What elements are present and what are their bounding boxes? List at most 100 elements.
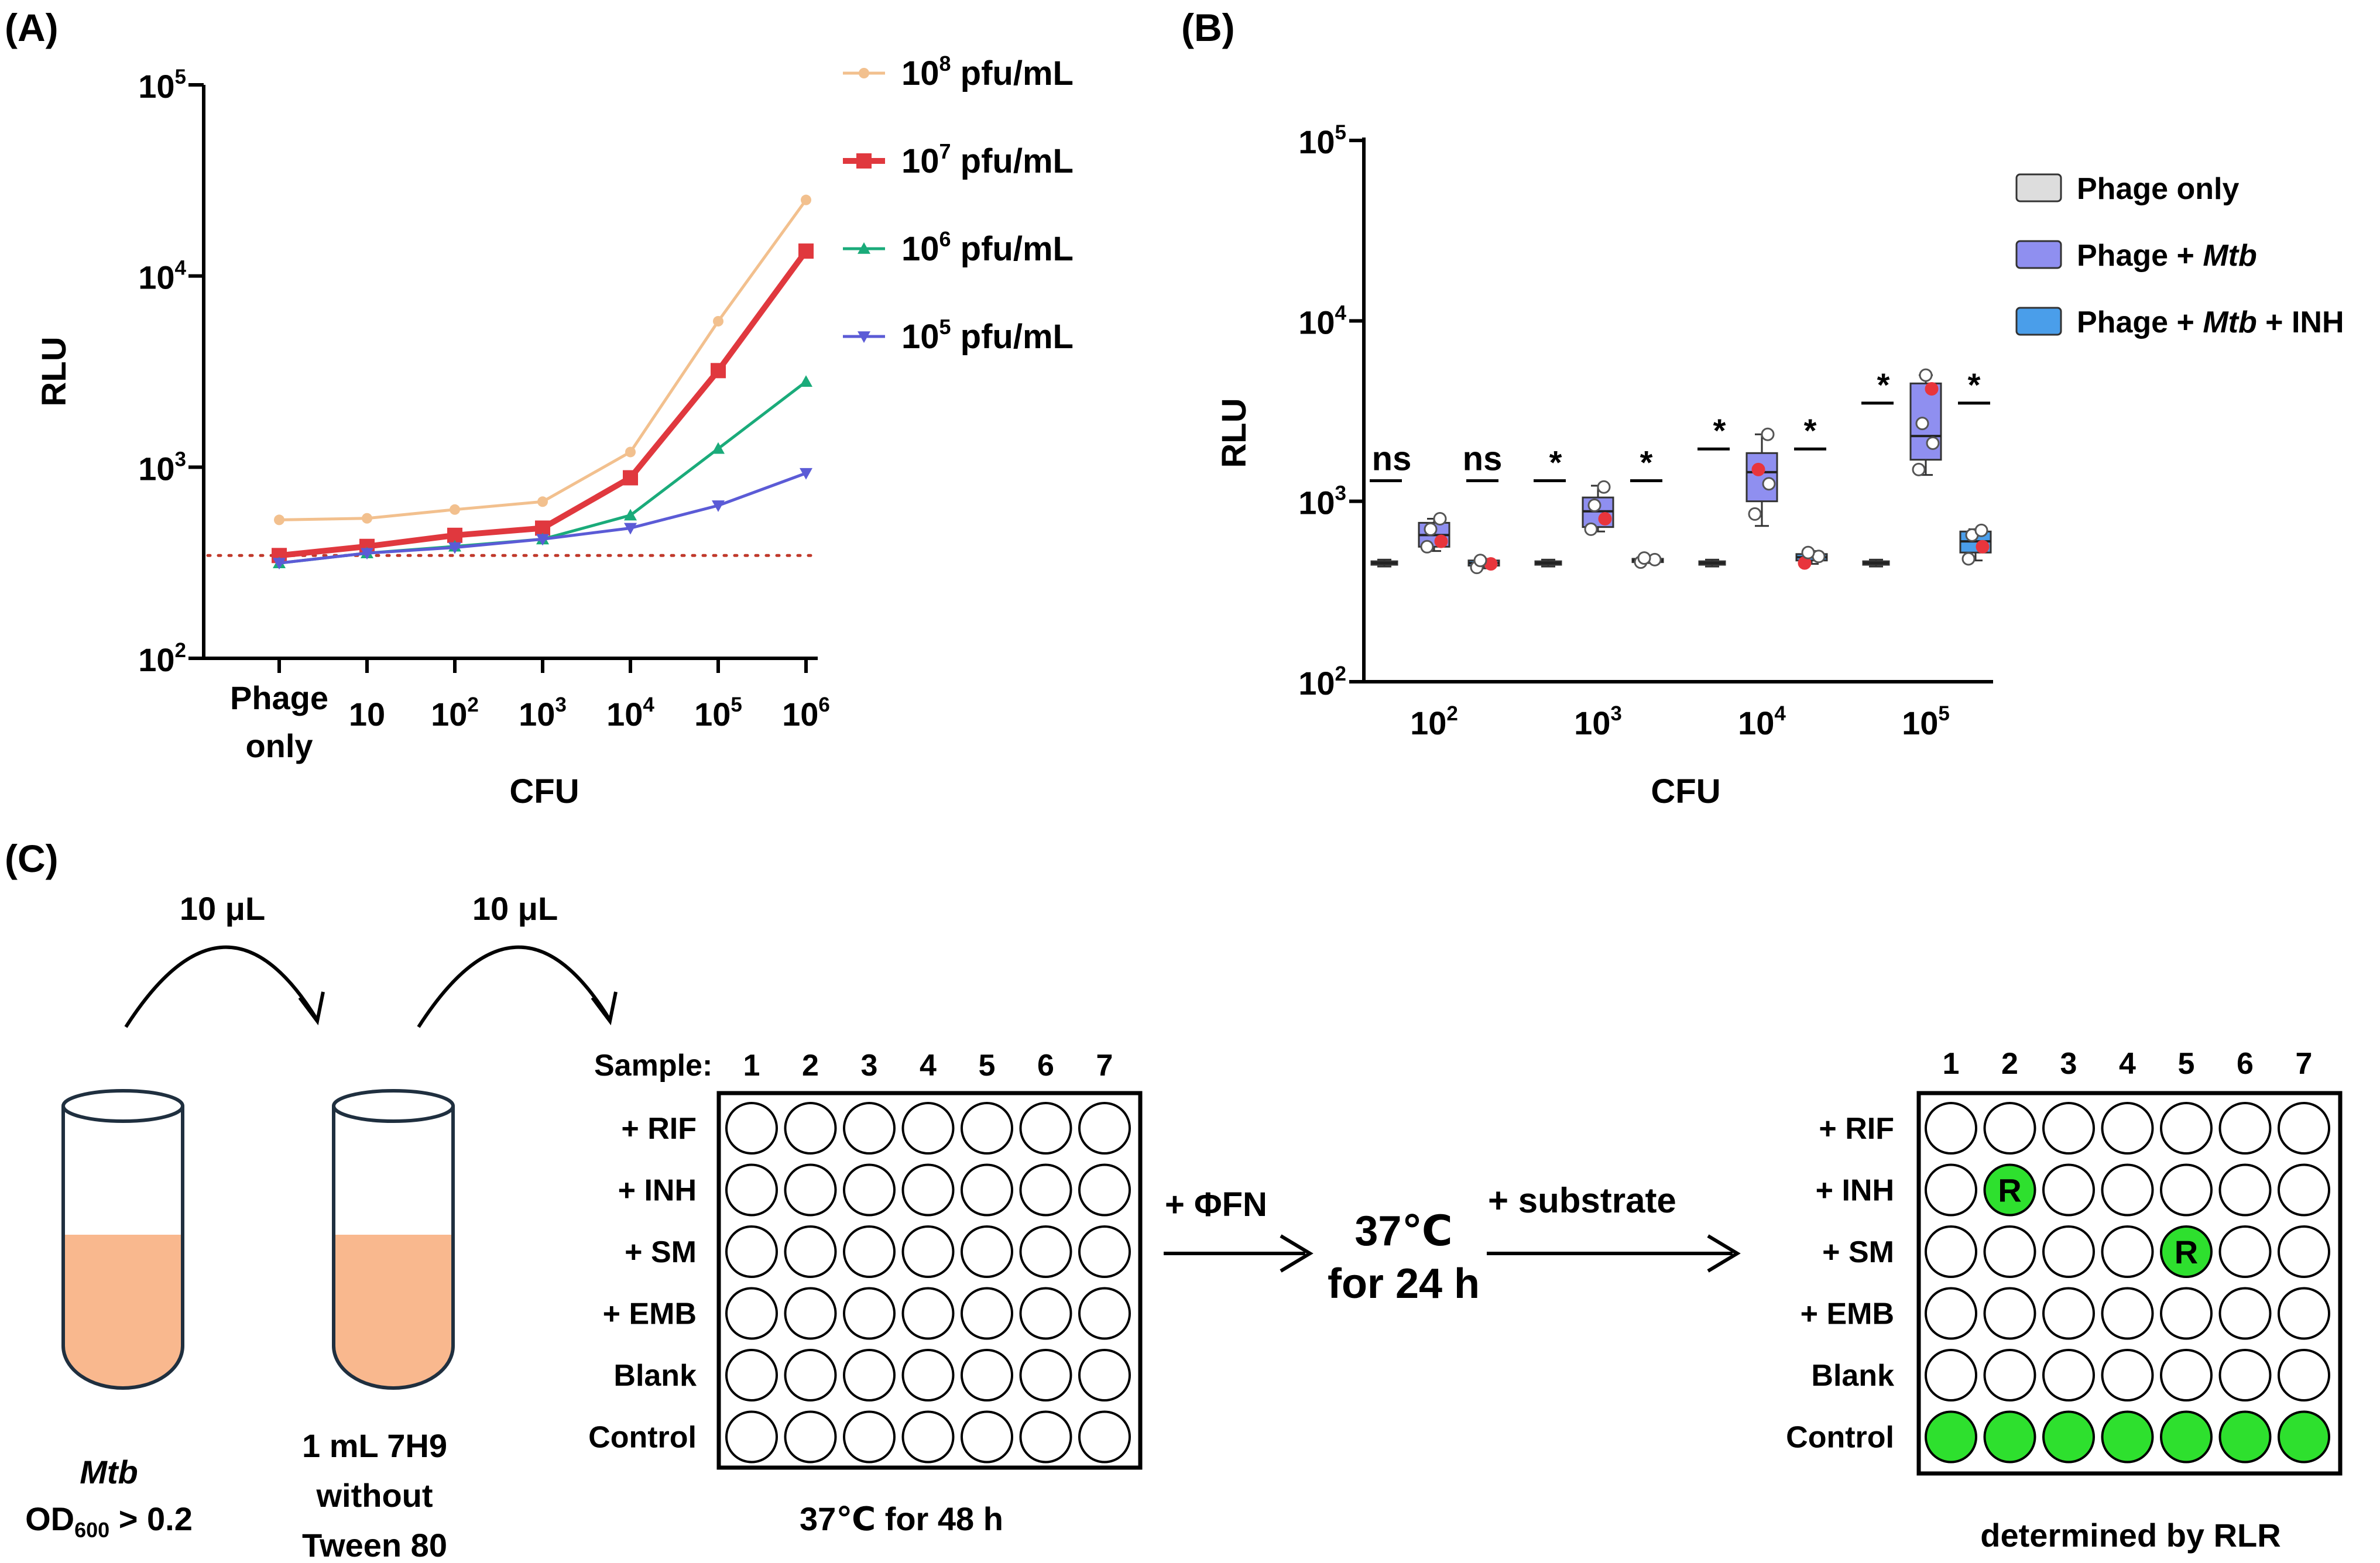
panel-b-significance-label: * bbox=[1549, 444, 1562, 481]
panel-a-y-tick-label: 103 bbox=[138, 448, 186, 487]
tube-1-liquid bbox=[63, 1235, 183, 1388]
panel-a-x-tick-label-base: 10 bbox=[349, 696, 385, 733]
plate-well bbox=[2160, 1163, 2213, 1217]
plate-well bbox=[2101, 1349, 2154, 1401]
panel-c-diagram: 10 μL 10 μL Mtb OD600 > 0.2 1 mL 7H9 wit… bbox=[25, 890, 2343, 1563]
panel-a-x-tick-label: 10 bbox=[349, 696, 385, 733]
incubation-duration: for 24 h bbox=[1328, 1260, 1480, 1307]
panel-a-legend-exp: 7 bbox=[939, 139, 951, 163]
plate-well bbox=[961, 1102, 1013, 1155]
panel-b-data-point bbox=[1912, 462, 1926, 476]
panel-b-significance-label: ns bbox=[1372, 440, 1412, 478]
panel-b-legend-text: Mtb bbox=[2203, 239, 2256, 273]
panel-b-x-tick-label-exp: 4 bbox=[1774, 702, 1786, 725]
panel-b-significance-label: * bbox=[1877, 366, 1890, 403]
panel-a-legend-space bbox=[951, 230, 961, 268]
panel-a-data-point bbox=[623, 470, 638, 486]
panel-a-data-point bbox=[537, 496, 548, 507]
plate-well bbox=[2042, 1410, 2095, 1464]
panel-a-x-tick-label: only bbox=[245, 727, 313, 764]
plate-well bbox=[843, 1225, 896, 1278]
plate-row-label: + EMB bbox=[1801, 1297, 1894, 1331]
plate-column-label: 1 bbox=[743, 1049, 760, 1083]
panel-b-legend-swatch bbox=[2015, 240, 2062, 269]
panel-a-x-tick-label-exp: 6 bbox=[818, 693, 829, 716]
tube-1-od-threshold: > 0.2 bbox=[109, 1500, 193, 1537]
panel-a-x-tick-label-exp: 2 bbox=[467, 693, 478, 716]
panel-b-legend-text: Phage + bbox=[2077, 239, 2203, 273]
panel-a-legend-unit: pfu/mL bbox=[961, 142, 1074, 180]
panel-b-legend-text: + INH bbox=[2257, 305, 2344, 339]
panel-a-legend-unit: pfu/mL bbox=[961, 54, 1074, 92]
panel-b-x-tick-label: 104 bbox=[1738, 702, 1786, 741]
panel-b-data-point bbox=[1748, 507, 1762, 521]
panel-b-significance-label: ns bbox=[1463, 440, 1503, 478]
panel-b-legend-text: Mtb bbox=[2203, 305, 2256, 339]
panel-a-data-point bbox=[712, 442, 725, 454]
plate-well bbox=[843, 1349, 896, 1401]
plate-well bbox=[2278, 1287, 2330, 1340]
panel-a-legend-exp: 8 bbox=[939, 51, 951, 75]
plate-well bbox=[725, 1410, 778, 1464]
plate-well bbox=[901, 1225, 955, 1278]
panel-c-label: (C) bbox=[5, 837, 59, 880]
plate-well bbox=[2218, 1349, 2272, 1401]
tube-2-liquid bbox=[334, 1235, 453, 1388]
panel-a-legend-space bbox=[951, 54, 961, 92]
panel-a-x-tick-label: 106 bbox=[782, 693, 830, 733]
plate-well bbox=[2101, 1287, 2154, 1340]
panel-b-legend-swatch bbox=[2015, 173, 2062, 202]
plate-2-frame bbox=[1916, 1091, 2343, 1476]
resistant-well-label: R bbox=[1998, 1172, 2021, 1209]
panel-a-data-point bbox=[450, 504, 460, 515]
panel-b-x-tick-label-exp: 2 bbox=[1446, 702, 1458, 725]
plate-well bbox=[1078, 1225, 1131, 1278]
plate-well bbox=[2101, 1163, 2154, 1217]
panel-a-data-point bbox=[361, 548, 373, 560]
panel-a-x-label: CFU bbox=[509, 772, 579, 810]
plate-well bbox=[784, 1287, 837, 1340]
plate-column-label: 7 bbox=[1096, 1049, 1113, 1083]
panel-b-y-tick-label-exp: 4 bbox=[1335, 301, 1347, 324]
panel-a-legend-label: 108 pfu/mL bbox=[901, 51, 1074, 92]
plate-1-caption: 37℃ for 48 h bbox=[800, 1500, 1003, 1537]
panel-a-data-point bbox=[273, 558, 286, 570]
plate-well bbox=[1983, 1225, 2036, 1278]
panel-a-x-tick-label-exp: 3 bbox=[555, 693, 566, 716]
panel-b-data-point bbox=[1751, 462, 1765, 476]
panel-a-data-point bbox=[624, 509, 637, 521]
plate-column-label: 4 bbox=[2119, 1047, 2136, 1081]
panel-a-y-tick-label-base: 10 bbox=[138, 450, 174, 487]
plate-well bbox=[784, 1102, 837, 1155]
plate-well bbox=[2218, 1102, 2272, 1155]
plate-column-label: 3 bbox=[2060, 1047, 2077, 1081]
panel-a-y-tick-label-exp: 5 bbox=[175, 66, 186, 88]
panel-b-x-tick-label: 105 bbox=[1902, 702, 1950, 741]
plate-well bbox=[1078, 1349, 1131, 1401]
plate-well bbox=[961, 1163, 1013, 1217]
plate-well bbox=[2160, 1349, 2213, 1401]
tube-2-line-1: 1 mL 7H9 bbox=[302, 1427, 447, 1464]
panel-a-legend-label: 106 pfu/mL bbox=[901, 227, 1074, 268]
plate-well bbox=[2218, 1163, 2272, 1217]
transfer-arrow-1-head bbox=[298, 991, 325, 1026]
plate-well bbox=[1019, 1349, 1072, 1401]
plate-well bbox=[1078, 1102, 1131, 1155]
plate-row-label: Blank bbox=[613, 1359, 697, 1393]
plate-well bbox=[843, 1163, 896, 1217]
panel-a-legend-base: 10 bbox=[901, 54, 939, 92]
plate-well bbox=[901, 1287, 955, 1340]
panel-b-y-tick-label-base: 10 bbox=[1298, 304, 1335, 341]
transfer-volume-1: 10 μL bbox=[180, 890, 265, 927]
plate-well bbox=[2278, 1163, 2330, 1217]
plate-well bbox=[2101, 1410, 2154, 1464]
plate-well bbox=[2218, 1225, 2272, 1278]
panel-b-legend-label: Phage + Mtb + INH bbox=[2077, 305, 2344, 339]
panel-b-data-point bbox=[1974, 523, 1988, 537]
panel-a-legend-label: 105 pfu/mL bbox=[901, 315, 1074, 356]
panel-a-y-tick-label-exp: 3 bbox=[175, 448, 186, 470]
plate-row-label: + EMB bbox=[603, 1297, 697, 1331]
tube-1-od: OD600 > 0.2 bbox=[25, 1500, 193, 1542]
plate-well bbox=[901, 1349, 955, 1401]
